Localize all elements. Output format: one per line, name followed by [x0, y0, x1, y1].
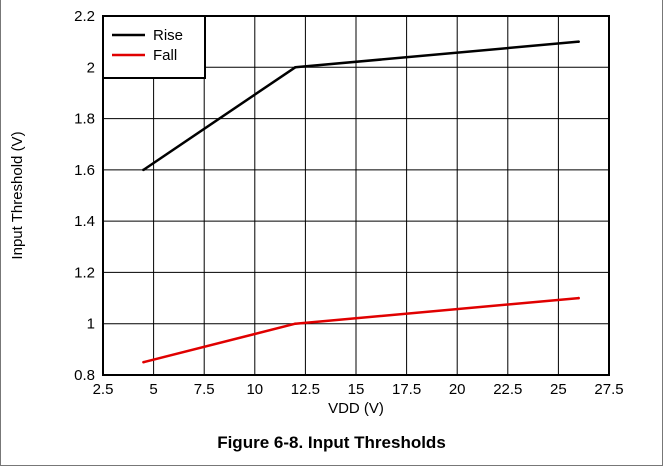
y-tick-label: 1.2 [74, 264, 95, 281]
y-tick-label: 2 [87, 59, 95, 76]
legend: Rise Fall [102, 15, 206, 79]
data-point-rise [142, 168, 145, 172]
x-tick-label: 15 [348, 381, 365, 398]
legend-label-rise: Rise [153, 27, 183, 44]
x-tick-label: 27.5 [594, 381, 623, 398]
y-tick-label: 1.8 [74, 111, 95, 128]
x-tick-label: 10 [246, 381, 263, 398]
x-tick-label: 17.5 [392, 381, 421, 398]
y-tick-label: 0.8 [74, 367, 95, 384]
x-tick-label: 20 [449, 381, 466, 398]
y-tick-label: 1.6 [74, 162, 95, 179]
x-tick-label: 5 [149, 381, 157, 398]
data-point-rise [577, 40, 580, 43]
y-tick-labels: 0.8 1 1.2 1.4 1.6 1.8 2 2.2 [74, 8, 95, 384]
series-line-rise [142, 40, 579, 171]
data-point-fall [142, 360, 145, 364]
data-point-rise [293, 65, 297, 69]
data-point-fall [293, 322, 297, 326]
input-threshold-chart: 2.5 5 7.5 10 12.5 15 17.5 20 22.5 25 27.5 0.8 1 1.2 1… [9, 8, 624, 417]
x-axis-label: VDD (V) [328, 400, 384, 417]
x-tick-label: 12.5 [291, 381, 320, 398]
legend-box [102, 15, 206, 79]
series-lines [142, 40, 580, 364]
figure-caption: Figure 6-8. Input Thresholds [217, 433, 446, 452]
x-tick-label: 2.5 [93, 381, 114, 398]
legend-label-fall: Fall [153, 47, 177, 64]
x-tick-label: 25 [550, 381, 567, 398]
y-tick-label: 1 [87, 316, 95, 333]
series-line-fall [143, 296, 579, 364]
x-tick-label: 7.5 [194, 381, 215, 398]
x-tick-labels: 2.5 5 7.5 10 12.5 15 17.5 20 22.5 25 27.5 [93, 381, 624, 398]
data-point-fall [577, 296, 580, 300]
x-tick-label: 22.5 [493, 381, 522, 398]
y-tick-label: 2.2 [74, 8, 95, 25]
plot-area-border [102, 15, 610, 376]
y-tick-label: 1.4 [74, 213, 95, 230]
y-axis-label: Input Threshold (V) [9, 131, 26, 259]
